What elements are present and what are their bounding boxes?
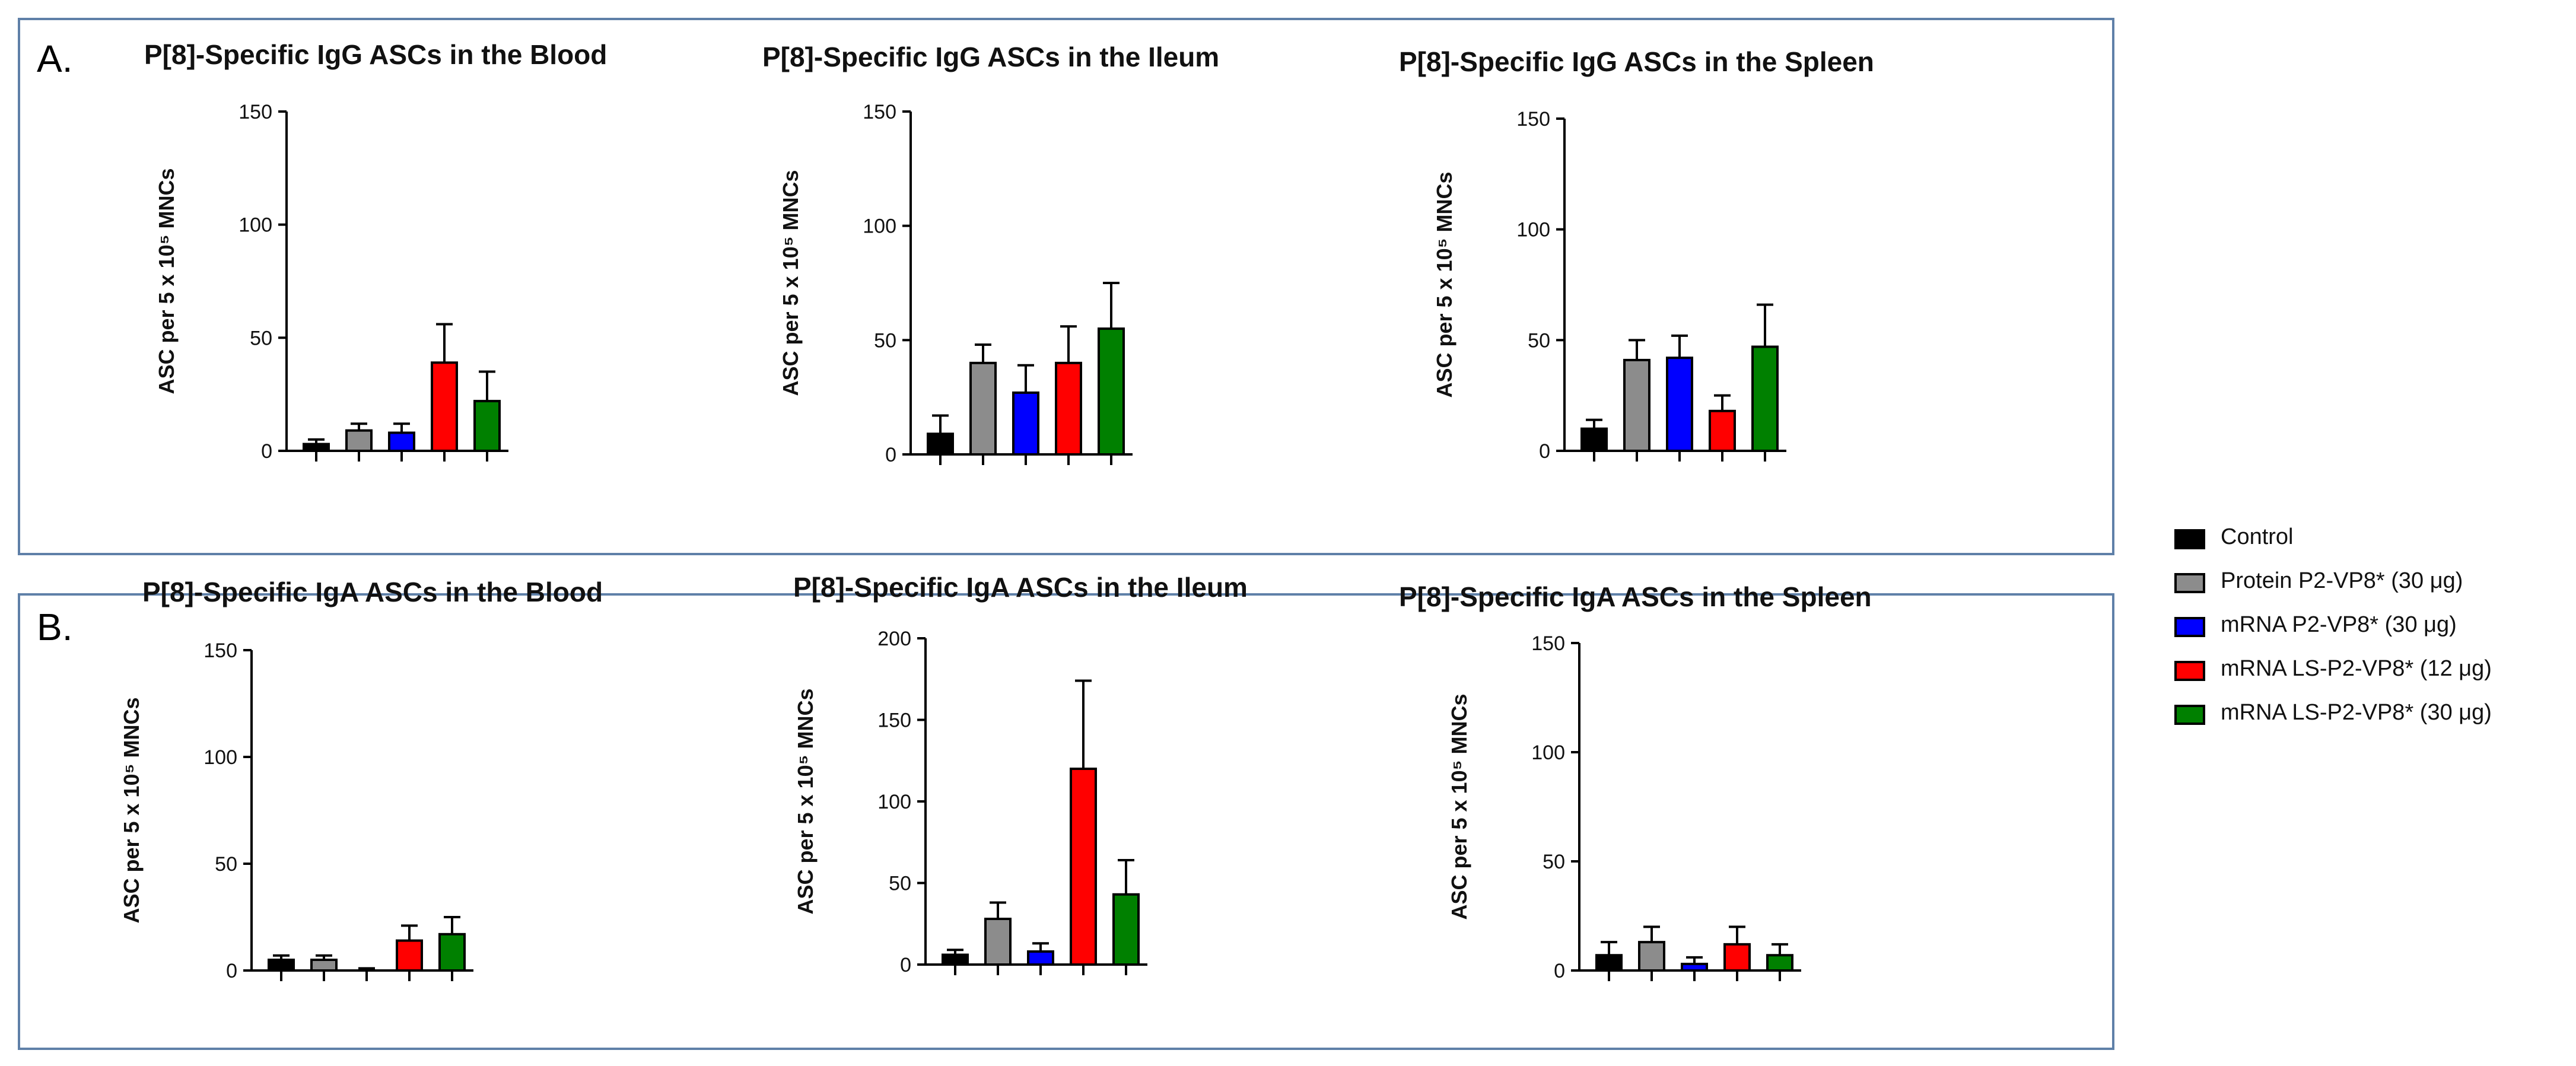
- bar: [345, 429, 373, 452]
- panel-a-igg: [18, 18, 2114, 555]
- bar: [1112, 893, 1140, 966]
- chart-title: P[8]-Specific IgG ASCs in the Blood: [144, 39, 607, 70]
- chart-title: P[8]-Specific IgA ASCs in the Spleen: [1399, 581, 1872, 612]
- y-tick-label: 200: [877, 628, 911, 650]
- y-tick-label: 0: [1539, 440, 1550, 463]
- y-tick-label: 50: [1543, 851, 1565, 873]
- y-tick-label: 150: [1531, 632, 1565, 655]
- y-tick-label: 150: [203, 639, 237, 662]
- bar: [388, 431, 415, 453]
- y-tick-label: 150: [877, 709, 911, 732]
- y-axis-label: ASC per 5 x 10⁵ MNCs: [778, 170, 803, 396]
- bar: [1595, 954, 1623, 972]
- y-tick-label: 50: [250, 327, 272, 349]
- bar: [473, 400, 501, 453]
- bar: [396, 939, 423, 972]
- y-tick-label: 100: [238, 214, 272, 237]
- panel-b-letter: B.: [37, 606, 73, 648]
- y-tick-label: 50: [215, 853, 237, 876]
- bar: [927, 432, 954, 456]
- bar: [438, 933, 466, 972]
- y-tick-label: 50: [1528, 329, 1550, 352]
- bar: [984, 918, 1012, 966]
- legend-swatch-mrna-p2-vp8: [2174, 617, 2205, 637]
- y-tick-label: 0: [226, 960, 237, 982]
- legend-label-mrna-ls-p2-vp8-30: mRNA LS-P2-VP8* (30 μg): [2221, 700, 2492, 725]
- bar: [1623, 358, 1650, 453]
- y-axis-label: ASC per 5 x 10⁵ MNCs: [1432, 171, 1456, 397]
- bar: [1751, 345, 1779, 452]
- bar: [1681, 962, 1708, 972]
- legend-swatch-mrna-ls-p2-vp8-30: [2174, 705, 2205, 725]
- y-tick-label: 100: [1531, 742, 1565, 764]
- bar: [1055, 361, 1082, 456]
- bar: [1070, 768, 1097, 966]
- bar: [1666, 357, 1693, 453]
- bar: [303, 443, 330, 452]
- y-axis-label: ASC per 5 x 10⁵ MNCs: [793, 688, 818, 914]
- y-axis-label: ASC per 5 x 10⁵ MNCs: [154, 168, 179, 394]
- legend-label-mrna-ls-p2-vp8-12: mRNA LS-P2-VP8* (12 μg): [2221, 656, 2492, 681]
- panel-a-letter: A.: [37, 37, 73, 80]
- bar: [268, 959, 295, 972]
- bar: [310, 959, 338, 972]
- y-axis-label: ASC per 5 x 10⁵ MNCs: [119, 697, 144, 923]
- bar: [1027, 950, 1054, 966]
- y-axis-label: ASC per 5 x 10⁵ MNCs: [1447, 693, 1471, 919]
- legend-swatch-protein-p2-vp8: [2174, 573, 2205, 593]
- bar: [1723, 943, 1751, 972]
- bar: [1709, 409, 1736, 452]
- chart-title: P[8]-Specific IgG ASCs in the Ileum: [762, 42, 1219, 72]
- y-tick-label: 0: [1554, 960, 1565, 982]
- y-tick-label: 100: [863, 215, 896, 238]
- legend-label-protein-p2-vp8: Protein P2-VP8* (30 μg): [2221, 568, 2463, 593]
- bar: [431, 361, 458, 453]
- chart-title: P[8]-Specific IgA ASCs in the Ileum: [793, 572, 1248, 603]
- y-tick-label: 100: [877, 791, 911, 813]
- bar: [1766, 954, 1793, 972]
- y-tick-label: 50: [889, 873, 911, 895]
- bar: [1098, 327, 1125, 456]
- chart-title: P[8]-Specific IgA ASCs in the Blood: [142, 577, 603, 607]
- y-tick-label: 150: [863, 101, 896, 123]
- y-tick-label: 50: [874, 329, 896, 352]
- y-tick-label: 0: [900, 954, 911, 976]
- legend-swatch-control: [2174, 529, 2205, 549]
- bar: [1580, 427, 1608, 453]
- bar: [1638, 941, 1665, 972]
- bar: [969, 361, 997, 456]
- panel-b-iga: [18, 593, 2114, 1050]
- y-tick-label: 150: [238, 101, 272, 123]
- legend-label-mrna-p2-vp8: mRNA P2-VP8* (30 μg): [2221, 612, 2457, 637]
- bar: [1012, 391, 1039, 456]
- y-tick-label: 0: [261, 440, 272, 463]
- chart-title: P[8]-Specific IgG ASCs in the Spleen: [1399, 46, 1874, 77]
- legend-swatch-mrna-ls-p2-vp8-12: [2174, 661, 2205, 681]
- legend-label-control: Control: [2221, 524, 2294, 549]
- y-tick-label: 150: [1516, 108, 1550, 131]
- bar: [942, 953, 969, 966]
- y-tick-label: 100: [203, 746, 237, 769]
- y-tick-label: 100: [1516, 219, 1550, 241]
- y-tick-label: 0: [885, 444, 896, 466]
